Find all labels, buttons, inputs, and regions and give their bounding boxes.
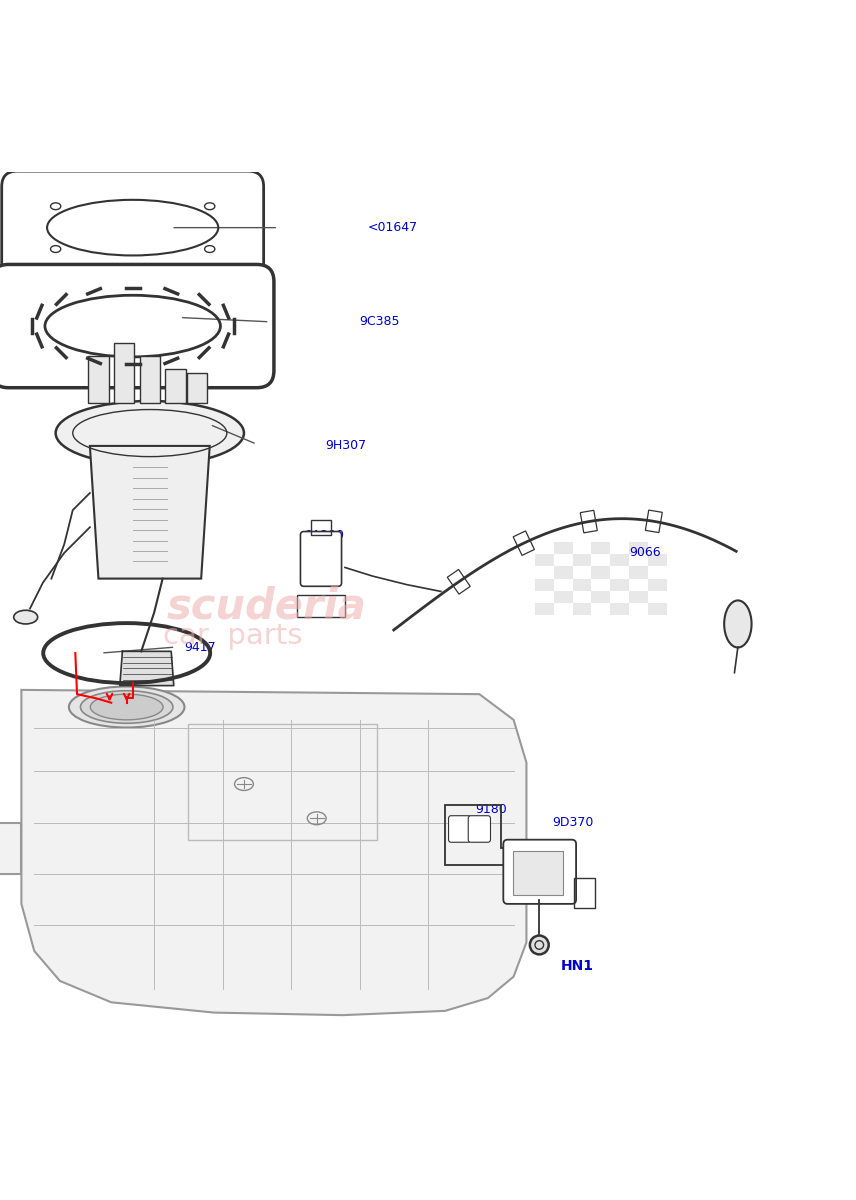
Text: 9417: 9417 — [184, 641, 216, 654]
Polygon shape — [648, 554, 667, 566]
Polygon shape — [114, 343, 134, 403]
Polygon shape — [187, 373, 207, 403]
Text: 9H307: 9H307 — [325, 439, 366, 452]
Text: 9180: 9180 — [475, 803, 507, 816]
Ellipse shape — [14, 611, 38, 624]
Ellipse shape — [90, 694, 163, 720]
Polygon shape — [573, 604, 591, 616]
Polygon shape — [554, 590, 573, 604]
Polygon shape — [90, 446, 210, 578]
Ellipse shape — [68, 686, 185, 727]
Polygon shape — [21, 690, 526, 1015]
Text: HN1: HN1 — [561, 959, 594, 973]
Polygon shape — [535, 604, 554, 616]
Polygon shape — [165, 368, 186, 403]
Ellipse shape — [80, 691, 173, 724]
Polygon shape — [554, 542, 573, 554]
FancyBboxPatch shape — [2, 172, 264, 284]
Ellipse shape — [56, 401, 244, 466]
Text: 9066: 9066 — [629, 546, 661, 559]
Text: 9A299: 9A299 — [304, 529, 344, 542]
Polygon shape — [591, 542, 610, 554]
Polygon shape — [120, 652, 174, 685]
Polygon shape — [573, 578, 591, 590]
Polygon shape — [610, 554, 629, 566]
Polygon shape — [140, 356, 160, 403]
Polygon shape — [610, 578, 629, 590]
Polygon shape — [629, 542, 648, 554]
FancyBboxPatch shape — [0, 264, 274, 388]
Polygon shape — [573, 554, 591, 566]
Polygon shape — [629, 566, 648, 578]
FancyBboxPatch shape — [468, 816, 490, 842]
Text: car  parts: car parts — [163, 622, 302, 650]
Polygon shape — [88, 356, 109, 403]
Polygon shape — [591, 590, 610, 604]
FancyBboxPatch shape — [300, 532, 342, 587]
Ellipse shape — [724, 600, 752, 648]
Text: scuderia: scuderia — [167, 586, 366, 628]
FancyBboxPatch shape — [449, 816, 471, 842]
Polygon shape — [648, 604, 667, 616]
Polygon shape — [554, 566, 573, 578]
Ellipse shape — [530, 936, 549, 954]
Polygon shape — [648, 578, 667, 590]
Polygon shape — [591, 566, 610, 578]
FancyBboxPatch shape — [503, 840, 576, 904]
Polygon shape — [610, 604, 629, 616]
Polygon shape — [629, 590, 648, 604]
Polygon shape — [535, 578, 554, 590]
Text: 9C385: 9C385 — [360, 316, 400, 329]
FancyBboxPatch shape — [513, 851, 563, 895]
Polygon shape — [0, 822, 21, 874]
Text: <01647: <01647 — [368, 221, 419, 234]
Polygon shape — [535, 554, 554, 566]
Text: 9D370: 9D370 — [552, 816, 593, 829]
